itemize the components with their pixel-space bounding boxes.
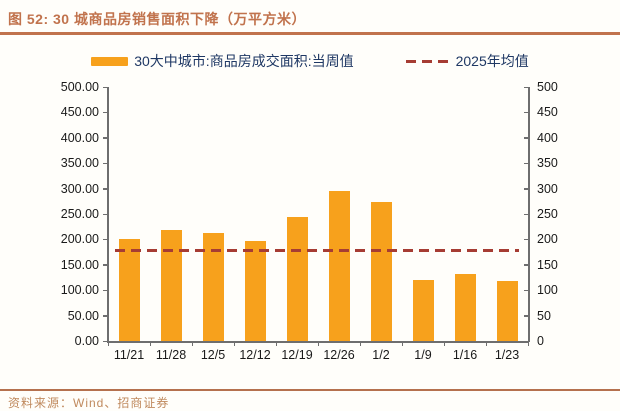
y-axis-label-right: 400	[537, 130, 558, 145]
y-tick-left	[103, 213, 108, 215]
x-tick	[485, 341, 487, 346]
y-tick-left	[103, 86, 108, 88]
legend-item-bar-series: 30大中城市:商品房成交面积:当周值	[91, 51, 354, 71]
y-tick-left	[103, 238, 108, 241]
y-axis-label-right: 250	[537, 207, 558, 221]
x-axis-label: 1/16	[452, 348, 478, 362]
y-axis-label-left: 50.00	[67, 308, 99, 323]
bar-1/16	[454, 274, 476, 341]
y-tick-right	[524, 188, 529, 190]
y-axis-label-right: 150	[537, 257, 558, 272]
y-tick-right	[524, 213, 529, 215]
x-tick	[149, 341, 151, 346]
bar-1/9	[412, 279, 434, 341]
y-tick-left	[103, 315, 108, 317]
y-axis-label-right: 50	[537, 308, 551, 323]
x-tick	[443, 341, 445, 346]
y-axis-label-left: 300.00	[60, 181, 99, 196]
x-tick	[527, 341, 529, 346]
footer-rule	[0, 389, 620, 391]
y-tick-right	[524, 315, 529, 317]
bar-12/19	[286, 216, 308, 341]
y-axis-label-left: 450.00	[60, 105, 99, 120]
y-axis-label-right: 450	[537, 105, 558, 120]
y-tick-right	[524, 111, 529, 114]
x-tick	[317, 341, 319, 346]
x-axis-label: 11/28	[155, 348, 187, 362]
x-tick	[191, 341, 193, 346]
x-axis-label: 1/9	[414, 348, 432, 362]
bar-1/23	[496, 281, 518, 341]
y-axis-label-left: 400.00	[60, 130, 99, 145]
y-tick-right	[524, 340, 529, 342]
y-axis-label-right: 350	[537, 156, 558, 171]
legend-item-average: 2025年均值	[405, 51, 529, 71]
y-tick-right	[524, 264, 529, 266]
bar-12/5	[202, 233, 224, 341]
chart-legend: 30大中城市:商品房成交面积:当周值 2025年均值	[0, 51, 620, 71]
x-axis-label: 1/23	[494, 348, 520, 362]
figure-title: 图 52: 30 城商品房销售面积下降（万平方米）	[8, 11, 306, 27]
y-axis-label-left: 100.00	[60, 283, 99, 298]
x-tick	[233, 341, 235, 346]
x-axis-label: 12/12	[239, 348, 271, 362]
y-axis-label-right: 200	[537, 232, 558, 247]
y-tick-left	[103, 264, 108, 266]
y-axis-label-right: 100	[537, 283, 558, 298]
y-axis-label-left: 250.00	[60, 207, 99, 221]
bar-12/12	[244, 241, 266, 341]
x-axis-label: 11/21	[113, 348, 145, 362]
x-tick	[401, 341, 403, 346]
y-axis-label-left: 200.00	[60, 232, 99, 247]
y-tick-right	[524, 162, 529, 165]
bar-11/21	[118, 238, 140, 341]
bar-1/2	[370, 201, 392, 341]
y-axis-label-left: 0.00	[74, 334, 99, 348]
y-tick-right	[524, 86, 529, 88]
bar-12/26	[328, 191, 350, 341]
x-tick	[275, 341, 277, 346]
bar-11/28	[160, 230, 182, 341]
legend-average-label: 2025年均值	[455, 53, 529, 69]
legend-bar-label: 30大中城市:商品房成交面积:当周值	[134, 53, 354, 69]
y-tick-left	[103, 188, 108, 190]
y-axis-label-left: 150.00	[60, 257, 99, 272]
y-axis-label-right: 300	[537, 181, 558, 196]
y-tick-right	[524, 238, 529, 241]
x-axis-label: 12/19	[281, 348, 313, 362]
y-axis-label-right: 0	[537, 334, 544, 348]
y-tick-left	[103, 111, 108, 114]
y-tick-right	[524, 289, 529, 292]
bar-swatch	[91, 56, 129, 66]
x-tick	[107, 341, 109, 346]
y-axis-label-left: 350.00	[60, 156, 99, 171]
average-line	[115, 248, 519, 252]
y-tick-right	[524, 137, 529, 139]
x-axis-label: 12/26	[323, 348, 355, 362]
x-axis-label: 1/2	[372, 348, 390, 362]
x-axis-label: 12/5	[200, 348, 226, 362]
y-axis-label-left: 500.00	[60, 80, 99, 94]
source-note: 资料来源：Wind、招商证券	[8, 396, 170, 410]
y-tick-left	[103, 137, 108, 139]
dash-swatch	[405, 59, 450, 63]
y-tick-left	[103, 289, 108, 292]
y-tick-left	[103, 162, 108, 165]
x-tick	[359, 341, 361, 346]
title-underline	[0, 32, 620, 35]
y-tick-left	[103, 340, 108, 342]
y-axis-label-right: 500	[537, 80, 558, 94]
